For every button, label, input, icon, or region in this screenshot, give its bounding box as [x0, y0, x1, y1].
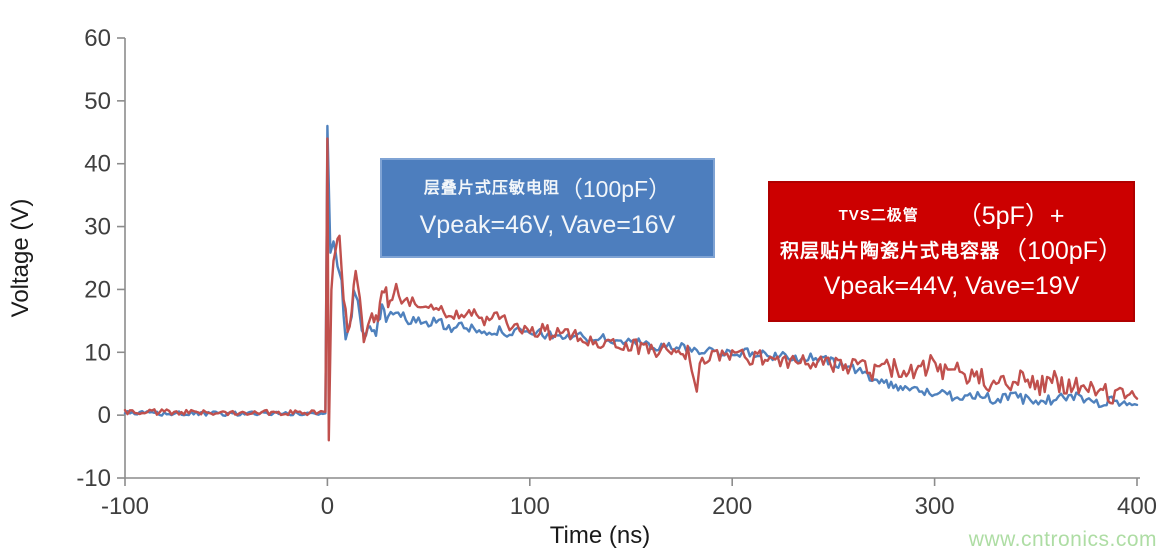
y-axis-title: Voltage (V) — [7, 199, 34, 318]
y-tick-label: 20 — [84, 276, 111, 303]
x-tick-label: 300 — [915, 493, 955, 520]
tvs-capacitance-label: （5pF）+ — [956, 201, 1065, 230]
tvs-annotation-line1: TVS二极管 （5pF）+ — [839, 201, 1065, 232]
tvs-vpeak-vave-label: Vpeak=44V, Vave=19V — [823, 272, 1080, 301]
y-tick-label: 10 — [84, 339, 111, 366]
watermark-text: www.cntronics.com — [968, 528, 1157, 551]
varistor-vpeak-vave-label: Vpeak=46V, Vave=16V — [419, 210, 676, 239]
trace-tvs — [123, 137, 1139, 442]
varistor-annotation-box: 层叠片式压敏电阻 （100pF） Vpeak=46V, Vave=16V — [380, 158, 715, 258]
tvs-annotation-box: TVS二极管 （5pF）+ 积层贴片陶瓷片式电容器 （100pF） Vpeak=… — [768, 181, 1135, 322]
y-tick-label: 50 — [84, 88, 111, 115]
tvs-annotation-line2: 积层贴片陶瓷片式电容器 （100pF） — [780, 236, 1123, 267]
tvs-diode-label: TVS二极管 — [838, 206, 919, 224]
y-tick-label: 60 — [84, 25, 111, 52]
y-tick-label: -10 — [76, 465, 111, 492]
mlcc-capacitance-label: （100pF） — [1002, 236, 1123, 265]
y-tick-label: 40 — [84, 151, 111, 178]
x-tick-label: 400 — [1117, 493, 1157, 520]
trace-varistor — [123, 124, 1139, 417]
varistor-annotation-line1: 层叠片式压敏电阻 （100pF） — [424, 175, 671, 204]
x-axis-title: Time (ns) — [550, 522, 650, 549]
y-tick-label: 0 — [98, 402, 111, 429]
x-tick-label: 0 — [321, 493, 334, 520]
x-tick-label: -100 — [101, 493, 149, 520]
varistor-capacitance-label: （100pF） — [559, 176, 672, 202]
waveform-traces — [123, 124, 1139, 442]
varistor-name-label: 层叠片式压敏电阻 — [423, 180, 560, 198]
x-tick-label: 100 — [510, 493, 550, 520]
y-tick-label: 30 — [84, 214, 111, 241]
mlcc-label: 积层贴片陶瓷片式电容器 — [780, 240, 1001, 262]
x-tick-label: 200 — [712, 493, 752, 520]
